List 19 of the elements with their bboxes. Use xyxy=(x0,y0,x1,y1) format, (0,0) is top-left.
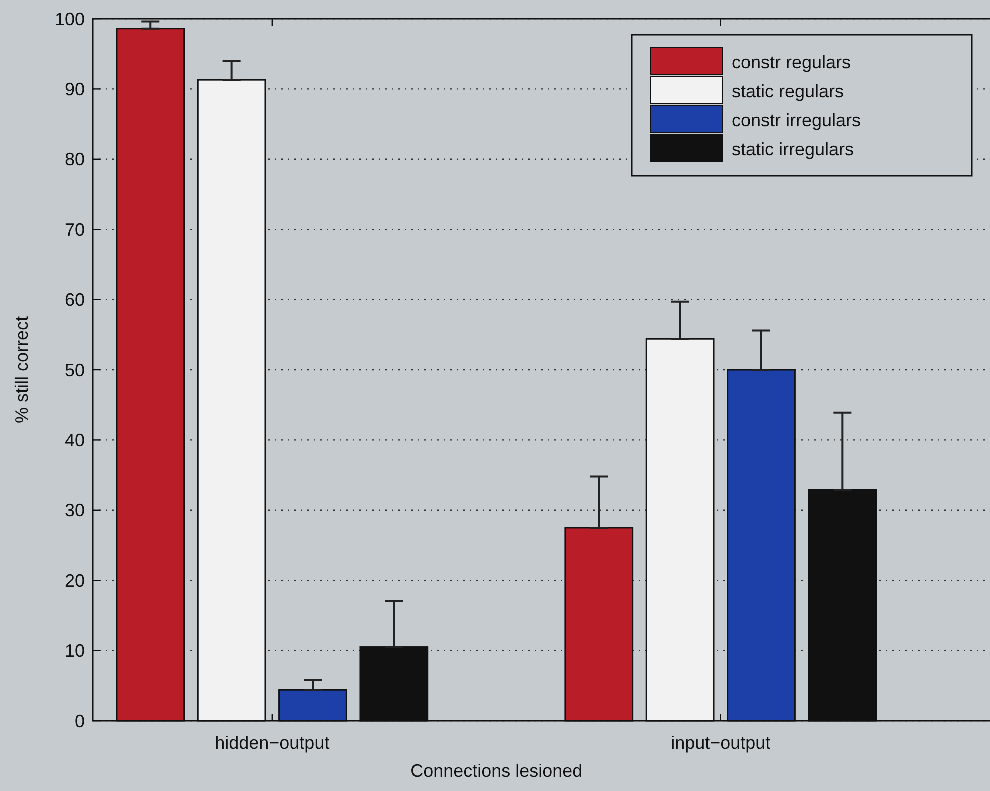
legend-label: static irregulars xyxy=(732,139,854,160)
y-tick-label: 70 xyxy=(64,220,85,240)
legend-label: static regulars xyxy=(732,81,844,102)
legend-label: constr irregulars xyxy=(732,110,862,130)
x-tick-label: input−output xyxy=(671,733,771,753)
y-tick-label: 40 xyxy=(64,430,85,450)
y-tick-label: 50 xyxy=(64,360,85,380)
y-tick-label: 100 xyxy=(54,9,85,30)
x-axis-title: Connections lesioned xyxy=(410,761,583,781)
x-tick-label: hidden−output xyxy=(215,733,330,753)
y-axis-title: % still correct xyxy=(12,316,32,424)
y-tick-label: 80 xyxy=(64,150,85,170)
y-tick-label: 10 xyxy=(64,641,85,662)
y-tick-label: 60 xyxy=(64,290,85,310)
y-tick-label: 30 xyxy=(64,500,85,521)
y-tick-label: 90 xyxy=(64,80,85,100)
y-tick-label: 20 xyxy=(64,570,85,591)
legend-label: constr regulars xyxy=(732,52,852,72)
y-tick-label: 0 xyxy=(74,711,85,732)
